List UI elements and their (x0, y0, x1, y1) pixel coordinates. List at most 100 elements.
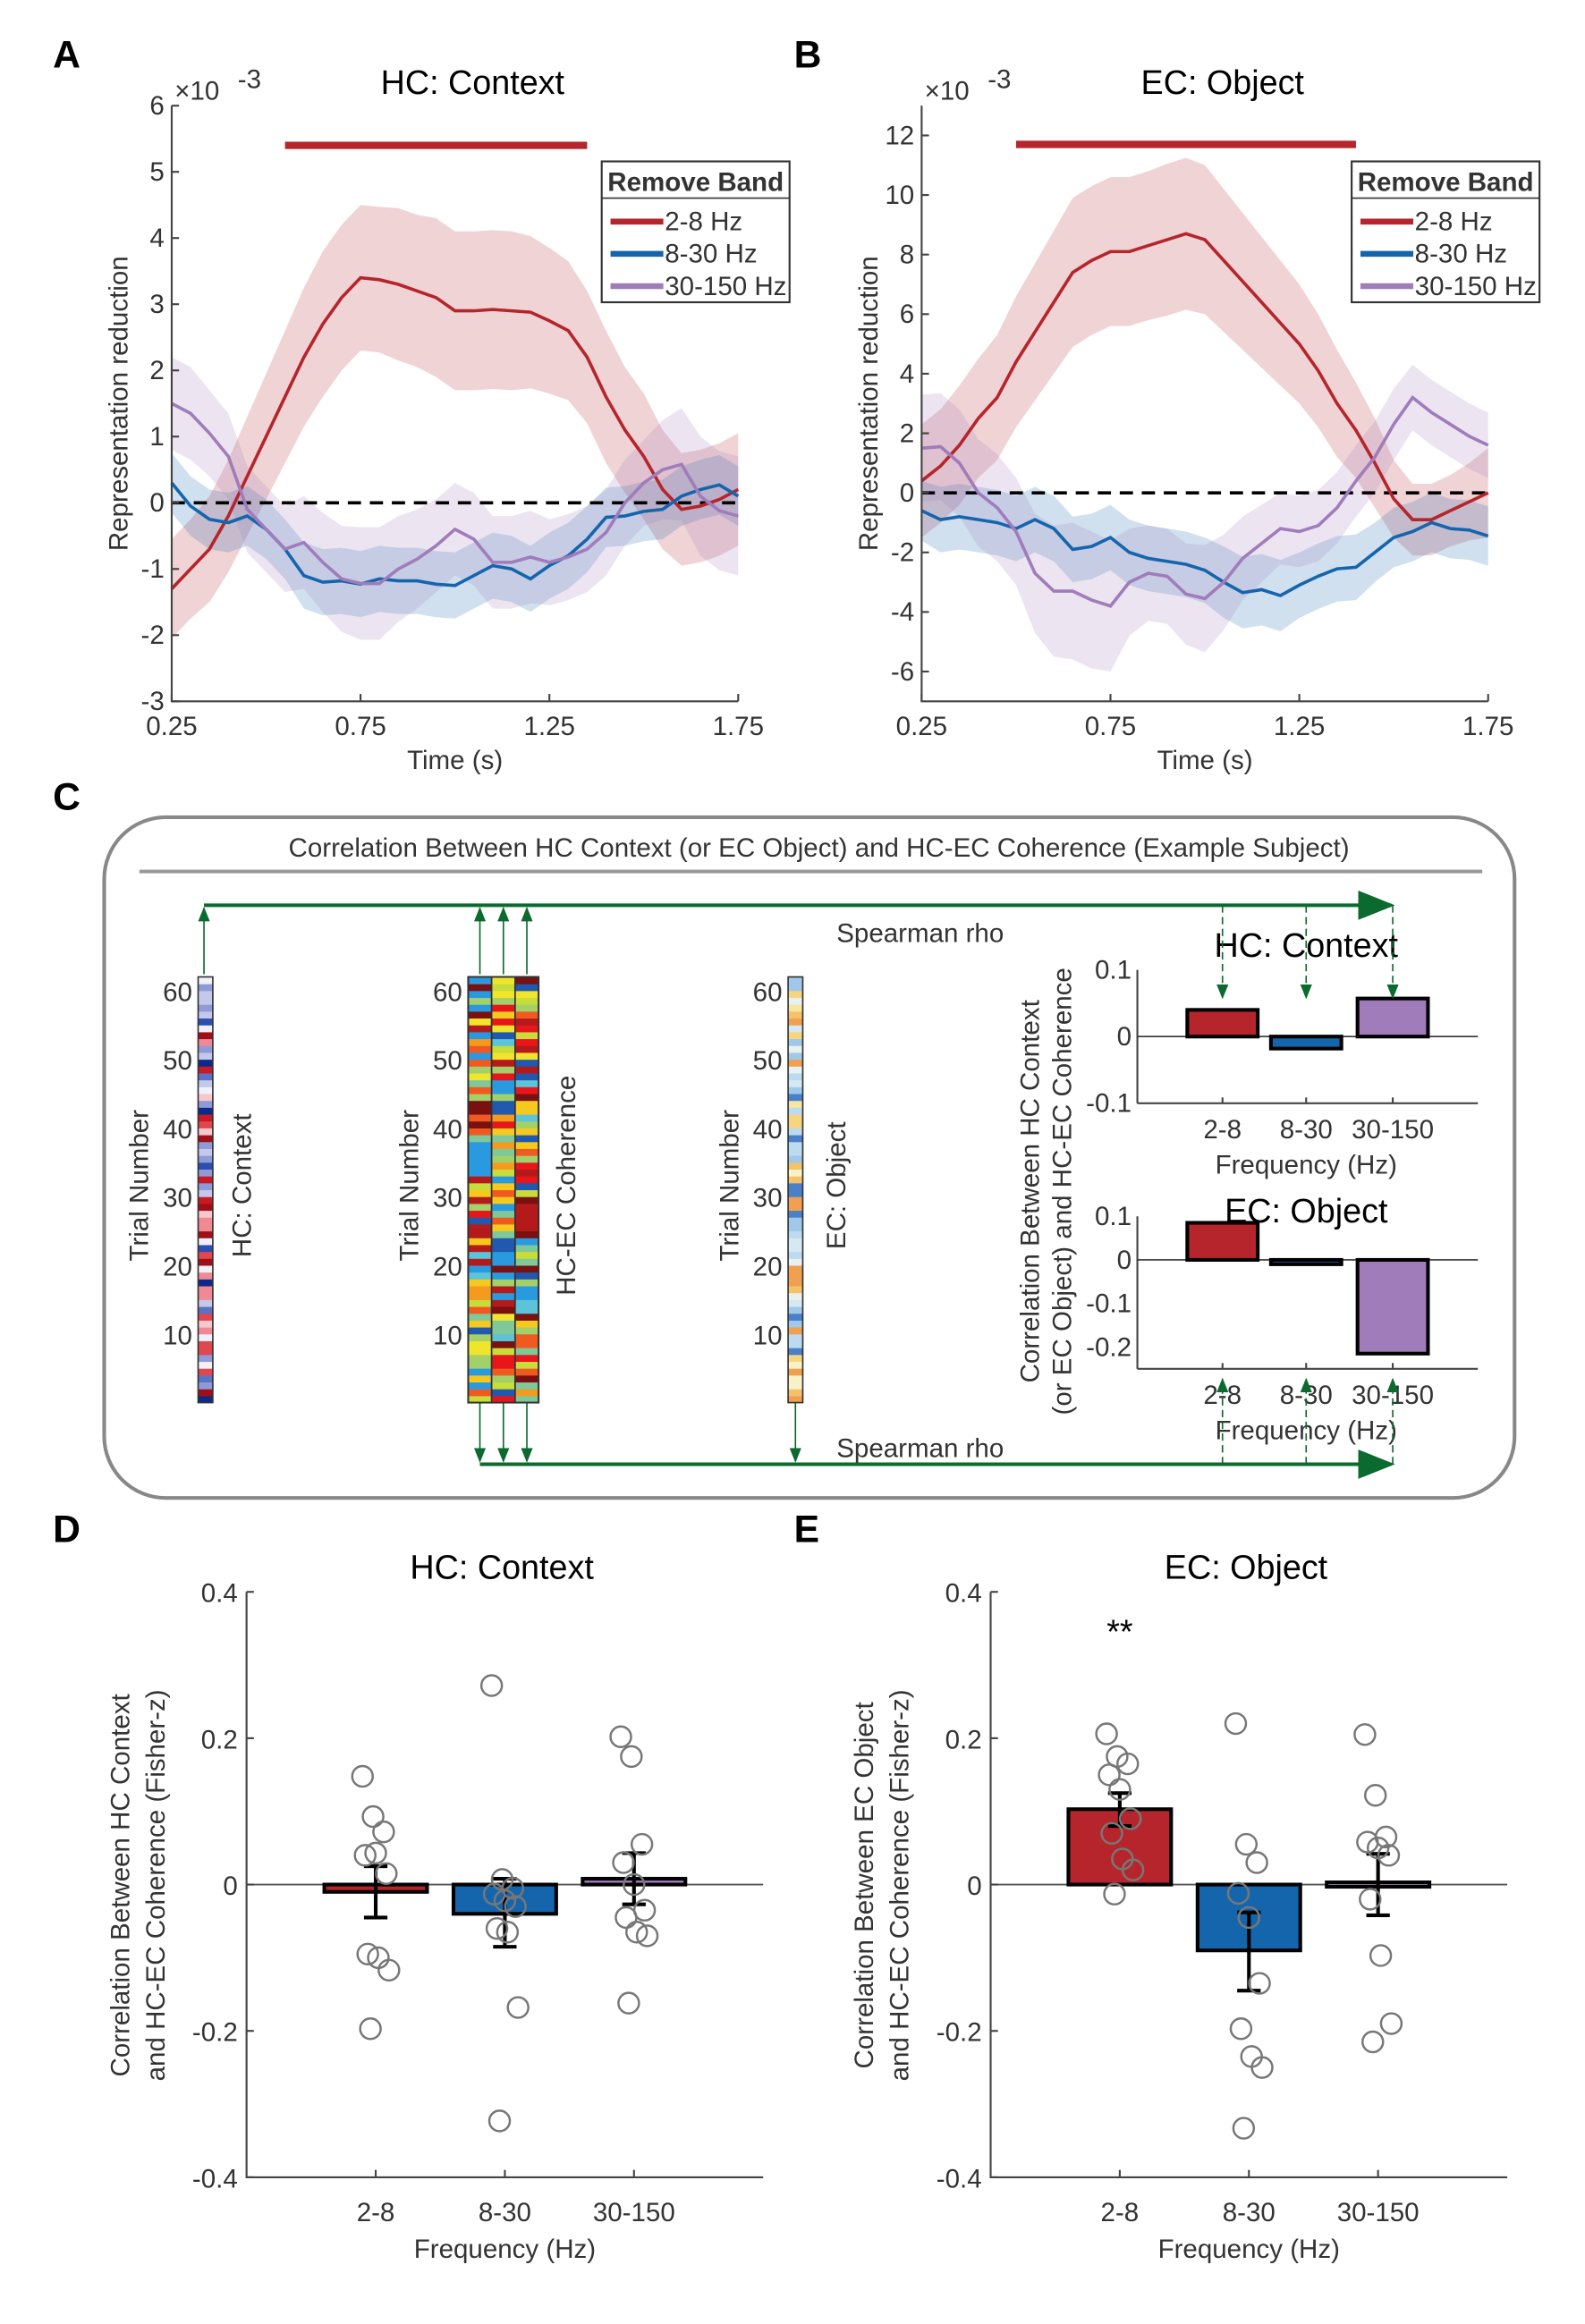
legend-label: 30-150 Hz (665, 272, 786, 301)
subject-point (372, 1820, 395, 1844)
coherence-col-3-cell (514, 1010, 539, 1019)
panel-letter-d: D (53, 1508, 81, 1551)
coherence-col-3-cell (514, 1258, 539, 1266)
error-band-0 (171, 205, 739, 638)
ec-object-strip-cell (788, 1348, 803, 1356)
panel-d: 2-8 8-30 30-150 -0.4 -0.2 0 0.2 0.4 Frequency (H… (106, 1548, 764, 2264)
chart-title: EC: Object (1141, 63, 1305, 101)
coherence-col-3-cell (514, 990, 539, 999)
ec-object-strip-cell (788, 1286, 803, 1294)
ec-object-strip-cell (788, 1189, 803, 1197)
coherence-col-2-cell (491, 1038, 515, 1046)
ec-object-strip-cell (788, 1052, 803, 1061)
subject-point (1103, 1882, 1126, 1906)
coherence-col-3-cell (514, 1038, 539, 1046)
subject-point (623, 1872, 646, 1897)
coherence-col-2-cell (491, 1223, 515, 1232)
hc-context-strip-cell (198, 1389, 213, 1397)
coherence-col-1-cell (468, 1189, 492, 1197)
subject-point (485, 1916, 509, 1940)
coherence-col-1-cell (468, 1120, 492, 1128)
panel-letter-e: E (794, 1508, 819, 1551)
trial-tick-label: 10 (163, 1321, 192, 1350)
coherence-col-2-cell (491, 1389, 515, 1397)
coherence-col-1-cell (468, 1292, 492, 1300)
trial-tick-label: 10 (433, 1321, 462, 1350)
hc-context-strip-cell (198, 1155, 213, 1163)
ec-object-strip-cell (788, 1382, 803, 1390)
coherence-col-3-cell (514, 1348, 539, 1356)
y-tick-label: 2 (900, 418, 914, 448)
ec-object-strip-cell (788, 1368, 803, 1376)
coherence-col-2-cell (491, 1230, 515, 1238)
ec-object-strip-cell (788, 1340, 803, 1348)
coherence-col-1-cell (468, 1333, 492, 1341)
ec-object-strip-cell (788, 1086, 803, 1094)
ec-object-strip-cell (788, 1045, 803, 1053)
subject-point (1359, 1888, 1382, 1911)
coherence-col-1-cell (468, 1217, 492, 1225)
coherence-col-2-cell (491, 1120, 515, 1128)
subject-point (1363, 1784, 1387, 1807)
ec-object-strip-cell (788, 1313, 803, 1321)
legend-label: 8-30 Hz (1415, 240, 1507, 269)
hc-context-strip-cell (198, 1086, 213, 1094)
y-axis-label: and HC-EC Coherence (Fisher-z) (141, 1689, 171, 2081)
coherence-col-1-cell (468, 1018, 492, 1026)
legend-box (1351, 160, 1541, 304)
trial-tick-label: 60 (163, 977, 192, 1007)
trial-tick-label: 10 (753, 1321, 783, 1350)
subject-point (1353, 1723, 1377, 1746)
ec-object-strip-cell (788, 1162, 803, 1170)
y-tick-label: 0 (900, 478, 914, 508)
subject-point (1356, 1830, 1379, 1854)
subject-point (1245, 1851, 1268, 1874)
x-axis-label: Frequency (Hz) (414, 2235, 596, 2264)
y-tick-label: 5 (149, 157, 164, 187)
coherence-col-1-cell (468, 984, 492, 992)
coherence-col-1-cell (468, 1306, 492, 1314)
hc-context-strip-cell (198, 1279, 213, 1287)
coherence-col-3-cell (514, 1025, 539, 1033)
coherence-col-3-cell (514, 1094, 539, 1102)
coherence-col-1-cell (468, 1382, 492, 1390)
subject-point (1118, 1807, 1142, 1830)
coherence-col-3-cell (514, 1361, 539, 1369)
coherence-col-3-cell (514, 1203, 539, 1212)
coherence-col-2-cell (491, 1066, 515, 1074)
trial-tick-label: 60 (753, 977, 783, 1007)
coherence-col-1-cell (468, 1094, 492, 1102)
series-line-0 (920, 232, 1489, 521)
mini-y-tick-label: 0.1 (1095, 955, 1132, 985)
coherence-col-2-cell (491, 1244, 515, 1253)
coherence-col-3-cell (514, 1086, 539, 1094)
strip-label: HC: Context (228, 1113, 258, 1257)
hc-context-strip-cell (198, 1018, 213, 1026)
x-tick-label: 0.75 (335, 712, 386, 741)
coherence-col-1-cell (468, 1176, 492, 1184)
coherence-col-2-cell (491, 1059, 515, 1067)
coherence-col-2-cell (491, 1079, 515, 1087)
coherence-col-2-cell (491, 1292, 515, 1300)
y-tick-label: -1 (141, 554, 165, 584)
coherence-col-3-cell (514, 1333, 539, 1341)
hc-context-strip-cell (198, 1313, 213, 1321)
coherence-col-2-cell (491, 1279, 515, 1287)
ec-object-strip-cell (788, 1004, 803, 1012)
legend-title: Remove Band (1358, 167, 1534, 197)
subject-point (364, 1841, 387, 1865)
y-tick-label: -0.4 (192, 2164, 238, 2193)
coherence-col-1-cell (468, 990, 492, 999)
coherence-col-1-cell (468, 1128, 492, 1136)
x-tick-label: 2-8 (357, 2198, 395, 2227)
hc-context-strip-cell (198, 1073, 213, 1081)
subject-point (625, 1921, 648, 1944)
coherence-col-3-cell (514, 1286, 539, 1294)
hc-context-strip-cell (198, 1141, 213, 1149)
hc-context-strip-cell (198, 1374, 213, 1383)
y-axis-label: Representation reduction (854, 256, 884, 551)
coherence-col-3-cell (514, 1155, 539, 1163)
coherence-col-3-cell (514, 1018, 539, 1026)
mini-bar-8-30 (1268, 1035, 1343, 1051)
hc-context-strip-cell (198, 1066, 213, 1074)
